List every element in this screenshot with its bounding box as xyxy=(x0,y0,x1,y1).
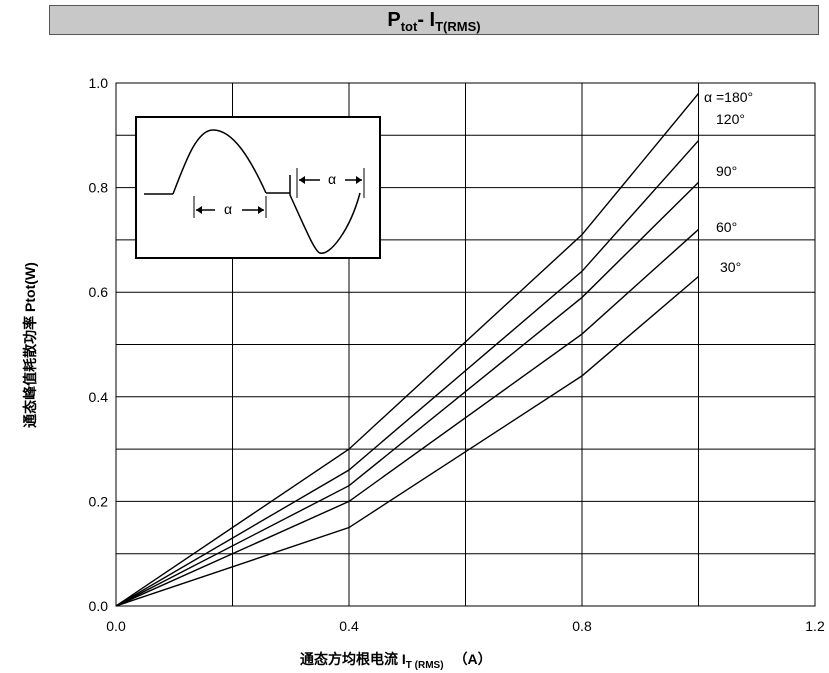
series-label: 120° xyxy=(716,111,745,127)
title-dash: - I xyxy=(417,9,436,31)
title-i-sub: T(RMS) xyxy=(435,19,481,34)
series-line xyxy=(115,181,699,607)
inset-arrowhead xyxy=(299,176,305,184)
series-label: 60° xyxy=(716,219,737,235)
series-labels: α =180° 120° 90° 60° 30° xyxy=(704,89,753,275)
y-axis-title: 通态峰值耗散功率 Ptot(W) xyxy=(22,262,38,428)
x-tick-label: 1.2 xyxy=(805,618,825,634)
title-main-sub: tot xyxy=(400,19,418,34)
y-tick-label: 1.0 xyxy=(89,75,109,91)
y-tick-label: 0.8 xyxy=(89,180,109,196)
x-axis-title: 通态方均根电流 IT (RMS) （A） xyxy=(300,651,492,671)
inset-arrowhead xyxy=(258,206,264,214)
inset-negative-halfwave xyxy=(266,175,361,254)
series-lines xyxy=(115,93,700,607)
inset-alpha-label: α xyxy=(224,201,232,217)
series-line xyxy=(115,93,700,607)
series-line xyxy=(115,140,700,607)
tick-labels: 0.0 0.4 0.8 1.2 0.0 0.2 0.4 0.6 0.8 1.0 xyxy=(89,75,825,634)
inset-arrowhead xyxy=(196,206,202,214)
x-tick-label: 0.4 xyxy=(339,618,359,634)
series-line xyxy=(115,228,699,607)
inset-frame xyxy=(135,116,381,259)
series-label: α =180° xyxy=(704,89,753,105)
title-main: P xyxy=(387,9,401,31)
inset-alpha-label: α xyxy=(328,171,336,187)
x-tick-label: 0.0 xyxy=(106,618,126,634)
x-axis-title-main: 通态方均根电流 I xyxy=(300,651,406,667)
x-axis-title-sub: T (RMS) xyxy=(406,660,444,671)
series-label: 90° xyxy=(716,163,737,179)
y-tick-label: 0.0 xyxy=(89,598,109,614)
inset-arrowhead xyxy=(356,176,362,184)
x-tick-label: 0.8 xyxy=(572,618,592,634)
series-line xyxy=(115,275,699,607)
plot-frame xyxy=(115,82,816,607)
y-tick-label: 0.6 xyxy=(89,284,109,300)
x-axis-title-unit: （A） xyxy=(454,651,492,667)
inset-positive-halfwave xyxy=(144,129,267,195)
chart-title-bar: Ptot- IT(RMS) xyxy=(49,5,819,35)
y-tick-label: 0.2 xyxy=(89,493,109,509)
series-label: 30° xyxy=(720,259,741,275)
waveform-inset: α α xyxy=(135,116,381,259)
y-tick-label: 0.4 xyxy=(89,389,109,405)
